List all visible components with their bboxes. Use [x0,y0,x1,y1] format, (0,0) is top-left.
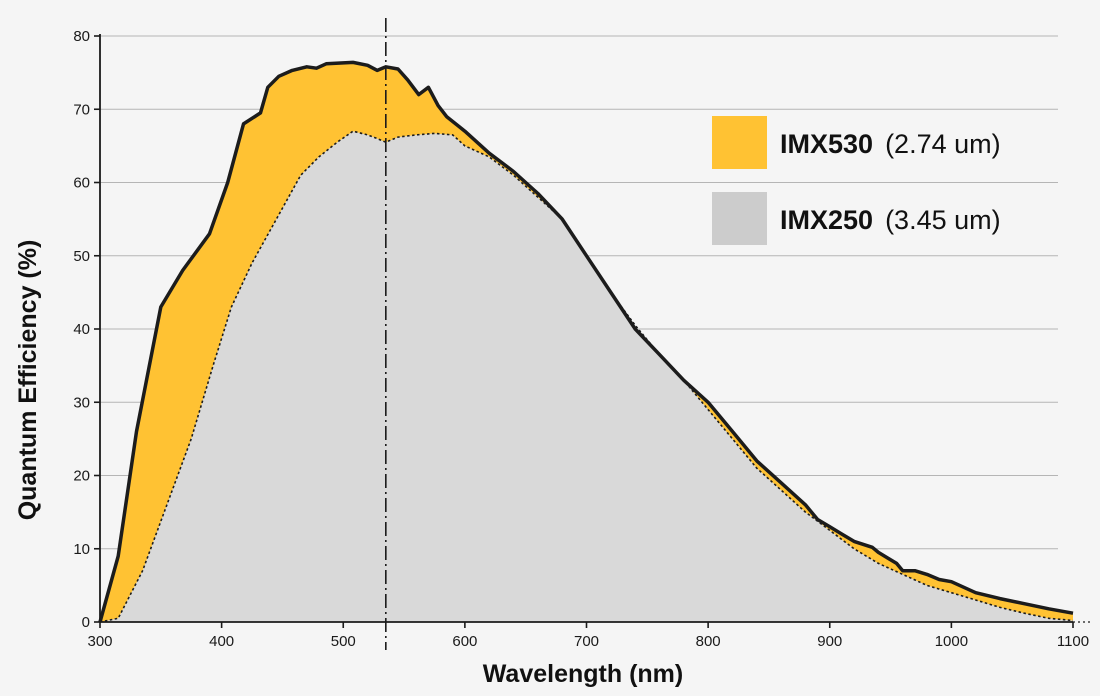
y-tick-label-60: 60 [73,175,90,192]
area-imx250 [100,131,1073,622]
legend-entry-imx250: IMX250 (3.45 um) [780,205,1001,235]
legend-label-imx250: IMX250 [780,205,873,235]
series-areas [100,62,1073,622]
axes [94,34,1090,628]
y-tick-label-50: 50 [73,248,90,265]
line-imx530 [98,60,1074,623]
legend-entry-imx530: IMX530 (2.74 um) [780,129,1001,159]
x-tick-label-700: 700 [574,633,599,650]
legend: IMX530 (2.74 um) IMX250 (3.45 um) [712,116,1001,245]
y-tick-label-70: 70 [73,101,90,118]
legend-swatch-imx250 [712,192,767,245]
y-tick-label-30: 30 [73,394,90,411]
x-tick-label-300: 300 [87,633,112,650]
y-tick-label-40: 40 [73,321,90,338]
x-tick-label-500: 500 [331,633,356,650]
x-tick-label-800: 800 [696,633,721,650]
legend-detail-imx250: (3.45 um) [885,205,1001,235]
x-tick-label-1000: 1000 [935,633,968,650]
tick-labels: 0 10 20 30 40 50 60 70 80 300 400 500 600 700 800 900 10… [73,28,1089,650]
y-tick-label-10: 10 [73,541,90,558]
legend-label-imx530: IMX530 [780,129,873,159]
legend-detail-imx530: (2.74 um) [885,129,1001,159]
x-tick-label-1100: 1100 [1057,633,1089,650]
x-tick-label-600: 600 [452,633,477,650]
y-tick-label-20: 20 [73,468,90,485]
line-imx250 [99,130,1074,623]
x-tick-label-400: 400 [209,633,234,650]
x-axis-title: Wavelength (nm) [483,660,683,688]
legend-swatch-imx530 [712,116,767,169]
y-tick-label-0: 0 [82,614,90,631]
series-lines [98,60,1074,623]
x-tick-label-900: 900 [817,633,842,650]
y-axis-title: Quantum Efficiency (%) [14,240,42,521]
y-tick-label-80: 80 [73,28,90,45]
